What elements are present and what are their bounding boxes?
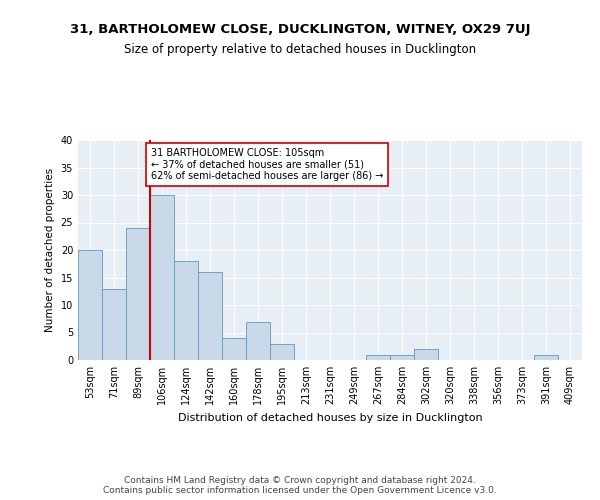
- Bar: [222, 338, 246, 360]
- Bar: [150, 195, 174, 360]
- Bar: [102, 288, 126, 360]
- Bar: [534, 354, 558, 360]
- Text: 31 BARTHOLOMEW CLOSE: 105sqm
← 37% of detached houses are smaller (51)
62% of se: 31 BARTHOLOMEW CLOSE: 105sqm ← 37% of de…: [151, 148, 383, 182]
- X-axis label: Distribution of detached houses by size in Ducklington: Distribution of detached houses by size …: [178, 412, 482, 422]
- Bar: [174, 261, 198, 360]
- Text: Size of property relative to detached houses in Ducklington: Size of property relative to detached ho…: [124, 42, 476, 56]
- Bar: [198, 272, 222, 360]
- Bar: [126, 228, 150, 360]
- Bar: [390, 354, 414, 360]
- Y-axis label: Number of detached properties: Number of detached properties: [45, 168, 55, 332]
- Bar: [414, 349, 438, 360]
- Bar: [366, 354, 390, 360]
- Bar: [78, 250, 102, 360]
- Bar: [246, 322, 270, 360]
- Bar: [270, 344, 294, 360]
- Text: 31, BARTHOLOMEW CLOSE, DUCKLINGTON, WITNEY, OX29 7UJ: 31, BARTHOLOMEW CLOSE, DUCKLINGTON, WITN…: [70, 22, 530, 36]
- Text: Contains HM Land Registry data © Crown copyright and database right 2024.
Contai: Contains HM Land Registry data © Crown c…: [103, 476, 497, 495]
